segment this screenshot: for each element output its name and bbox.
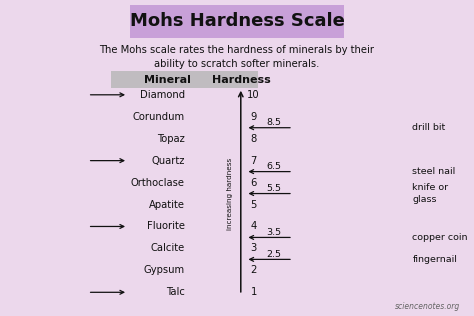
Text: Mineral: Mineral [144,75,191,85]
Text: 3.5: 3.5 [266,228,282,237]
Text: 7: 7 [250,156,257,166]
Text: increasing hardness: increasing hardness [228,157,233,230]
Text: Calcite: Calcite [151,243,185,253]
Text: sciencenotes.org: sciencenotes.org [394,302,460,311]
Text: Diamond: Diamond [140,90,185,100]
Text: Apatite: Apatite [149,199,185,210]
Text: 9: 9 [250,112,257,122]
Text: The Mohs scale rates the hardness of minerals by their
ability to scratch softer: The Mohs scale rates the hardness of min… [100,45,374,69]
Text: Topaz: Topaz [157,134,185,144]
Text: copper coin: copper coin [412,233,468,242]
Text: Corundum: Corundum [133,112,185,122]
Text: 2.5: 2.5 [266,250,282,258]
Text: 6.5: 6.5 [266,162,282,171]
Text: steel nail: steel nail [412,167,456,176]
Text: 4: 4 [250,222,257,231]
Text: Hardness: Hardness [212,75,271,85]
Text: Gypsum: Gypsum [144,265,185,275]
Text: 3: 3 [250,243,257,253]
Text: 5.5: 5.5 [266,184,282,193]
Text: fingernail: fingernail [412,255,457,264]
Text: drill bit: drill bit [412,123,446,132]
Text: 5: 5 [250,199,257,210]
Text: 8: 8 [250,134,257,144]
Text: Mohs Hardness Scale: Mohs Hardness Scale [129,12,345,30]
Text: Quartz: Quartz [152,156,185,166]
Text: 6: 6 [250,178,257,188]
Text: Fluorite: Fluorite [147,222,185,231]
Text: 1: 1 [250,287,257,297]
Text: Talc: Talc [166,287,185,297]
Text: 10: 10 [247,90,260,100]
Text: 8.5: 8.5 [266,118,282,127]
Text: Orthoclase: Orthoclase [131,178,185,188]
Text: 2: 2 [250,265,257,275]
Text: knife or
glass: knife or glass [412,184,448,204]
